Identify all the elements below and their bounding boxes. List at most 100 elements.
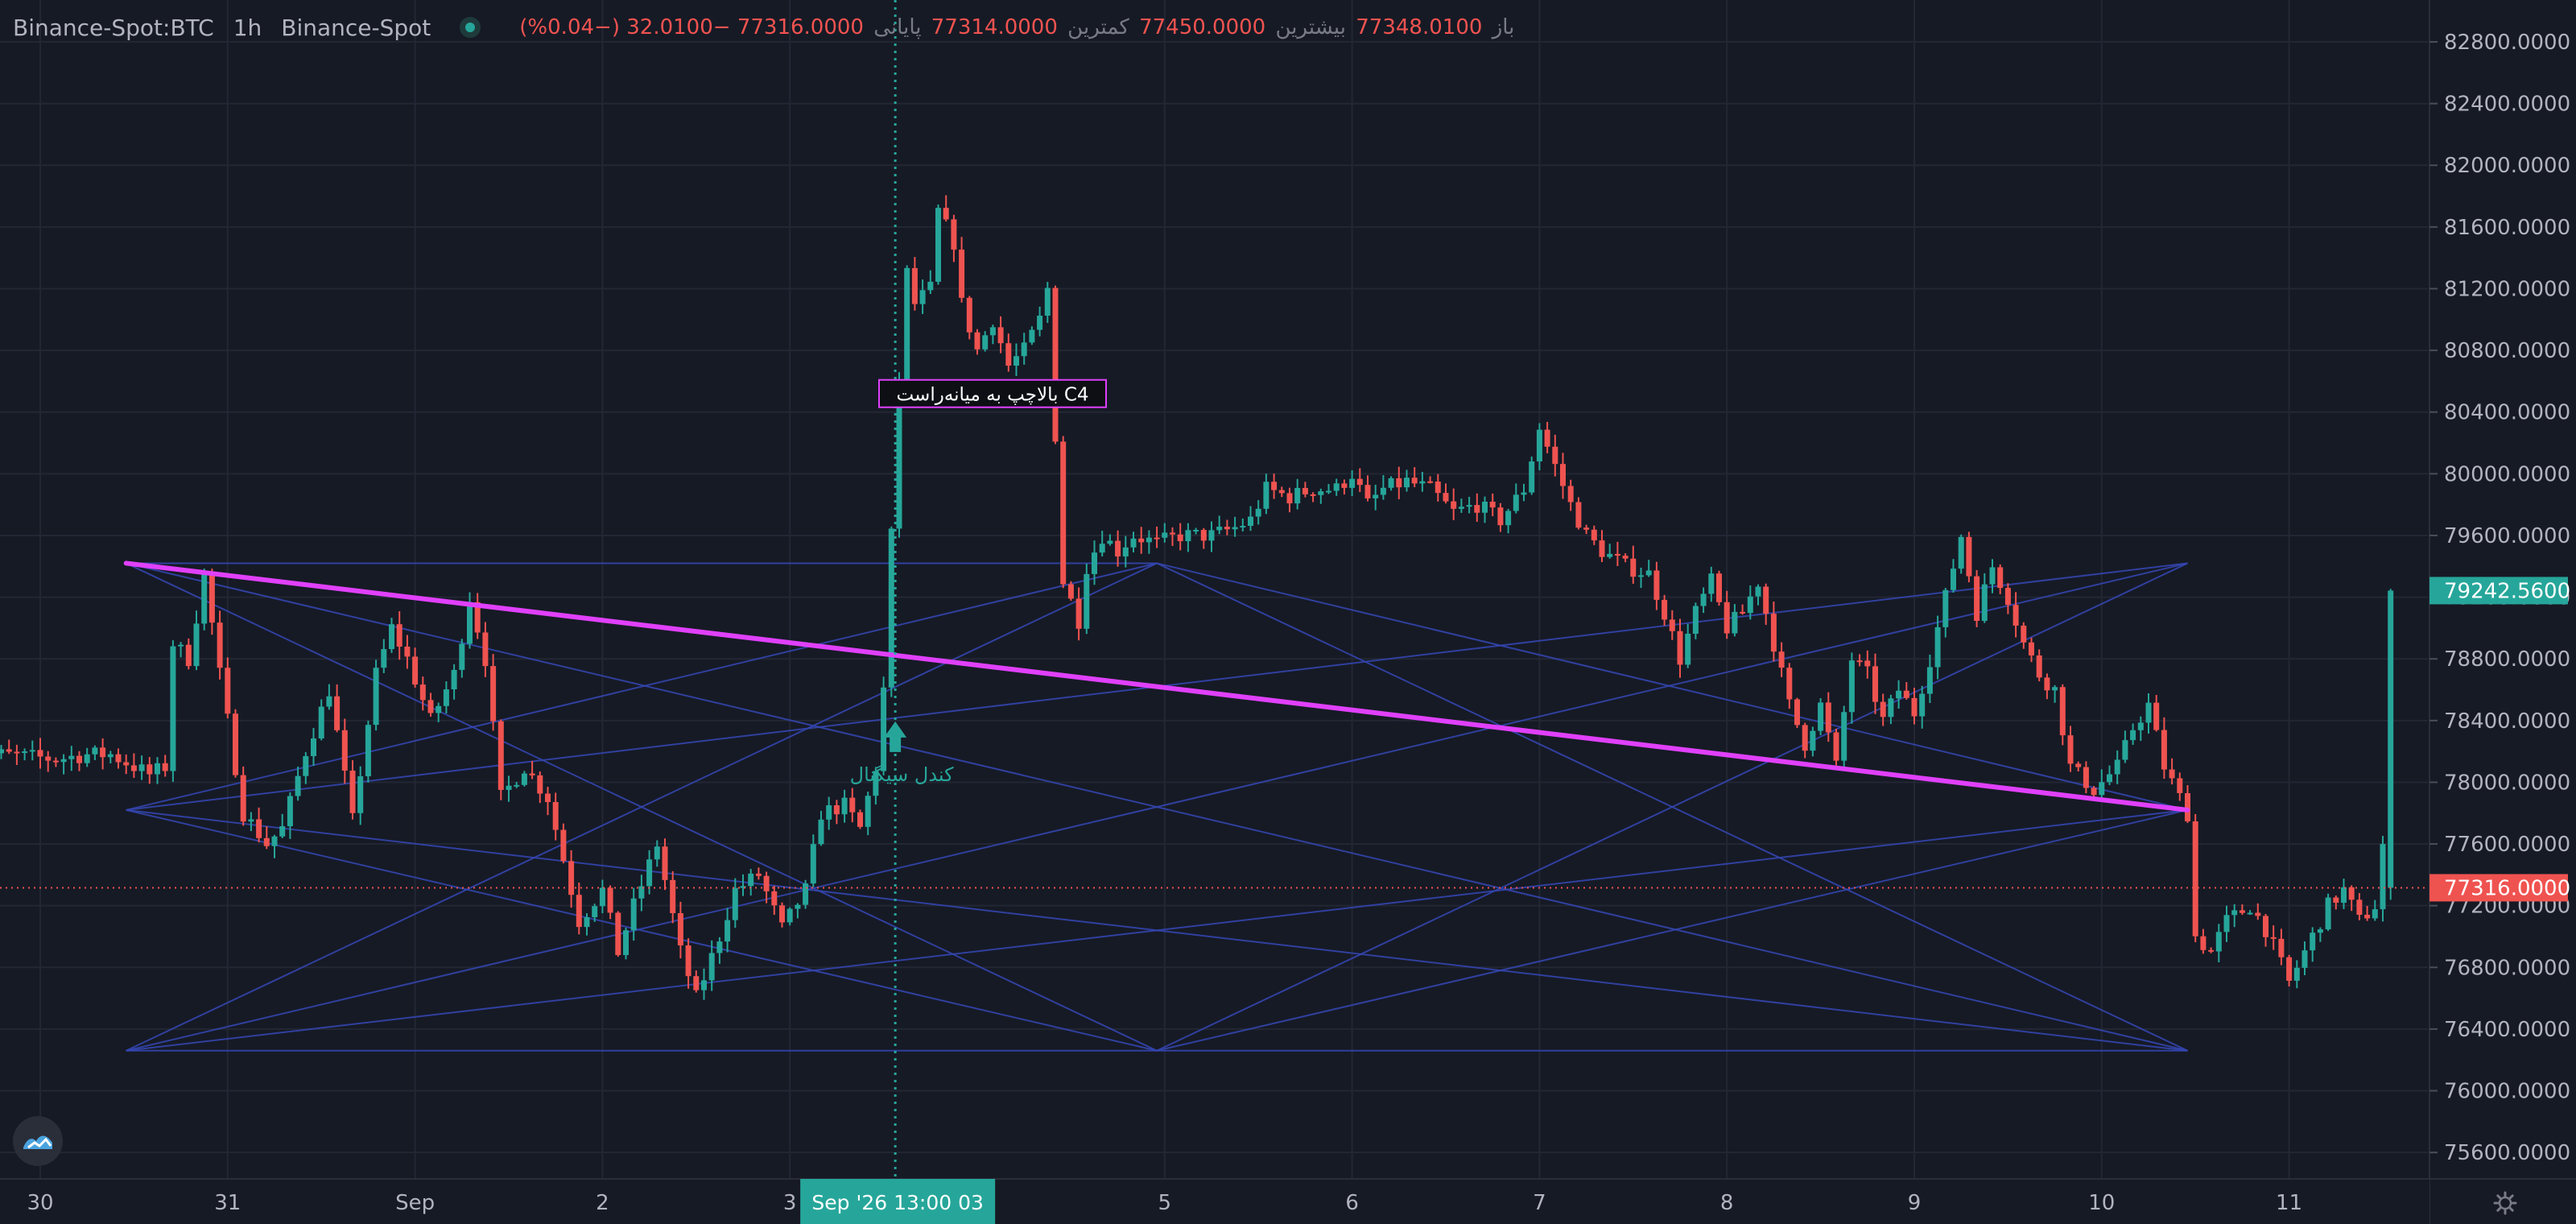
candle-body[interactable] <box>943 208 949 220</box>
candle-body[interactable] <box>0 749 4 754</box>
candle-body[interactable] <box>123 762 130 766</box>
candle-body[interactable] <box>1326 490 1331 493</box>
candle-body[interactable] <box>365 725 371 776</box>
candle-body[interactable] <box>474 602 481 633</box>
candle-body[interactable] <box>1818 702 1824 731</box>
candle-body[interactable] <box>1529 461 1535 493</box>
candle-body[interactable] <box>771 891 778 906</box>
candle-body[interactable] <box>1130 538 1137 548</box>
candle-body[interactable] <box>1630 558 1637 577</box>
candle-body[interactable] <box>1552 446 1558 465</box>
candle-body[interactable] <box>786 908 793 923</box>
candle-body[interactable] <box>436 705 442 713</box>
candle-body[interactable] <box>552 802 559 830</box>
candle-body[interactable] <box>2052 687 2058 691</box>
signal-arrow-icon[interactable] <box>884 721 907 752</box>
candle-body[interactable] <box>1662 599 1668 620</box>
candle-body[interactable] <box>1794 699 1800 726</box>
candle-body[interactable] <box>1060 441 1067 585</box>
candle-body[interactable] <box>951 219 957 250</box>
candle-body[interactable] <box>857 812 863 827</box>
candle-body[interactable] <box>779 905 785 923</box>
candle-body[interactable] <box>1052 287 1059 442</box>
candle-body[interactable] <box>833 804 840 815</box>
candle-body[interactable] <box>2075 763 2082 767</box>
candle-body[interactable] <box>1614 553 1620 556</box>
candle-body[interactable] <box>1669 619 1675 631</box>
candle-body[interactable] <box>677 912 683 946</box>
candle-body[interactable] <box>748 873 754 887</box>
candle-body[interactable] <box>1193 530 1199 532</box>
candle-body[interactable] <box>646 859 653 887</box>
candle-body[interactable] <box>2161 730 2167 770</box>
candle-body[interactable] <box>138 764 145 771</box>
candle-body[interactable] <box>147 764 153 775</box>
candle-body[interactable] <box>599 887 605 907</box>
candle-body[interactable] <box>514 784 520 787</box>
candle-body[interactable] <box>1154 537 1160 540</box>
candle-body[interactable] <box>1575 502 1582 528</box>
candle-body[interactable] <box>1583 527 1590 530</box>
candle-body[interactable] <box>373 668 379 726</box>
candle-body[interactable] <box>1278 490 1285 494</box>
candle-body[interactable] <box>443 689 449 706</box>
candle-body[interactable] <box>326 696 332 707</box>
candle-body[interactable] <box>716 941 723 953</box>
candle-body[interactable] <box>2356 899 2363 916</box>
candle-body[interactable] <box>1489 501 1496 508</box>
candle-body[interactable] <box>1466 505 1472 507</box>
candle-body[interactable] <box>482 632 489 667</box>
candle-body[interactable] <box>1786 668 1793 700</box>
candle-body[interactable] <box>2215 932 2222 952</box>
candle-body[interactable] <box>185 644 192 667</box>
candles[interactable] <box>0 195 2394 1000</box>
candle-body[interactable] <box>155 763 160 775</box>
candle-body[interactable] <box>1513 494 1519 511</box>
candle-body[interactable] <box>2099 782 2105 796</box>
candle-body[interactable] <box>1302 487 1308 494</box>
candle-body[interactable] <box>927 281 934 291</box>
candle-body[interactable] <box>1896 690 1902 699</box>
annotation-box[interactable] <box>878 378 1107 408</box>
candle-body[interactable] <box>1067 584 1074 599</box>
magenta-trendline[interactable] <box>123 560 2190 813</box>
candle-body[interactable] <box>1107 540 1113 544</box>
candle-body[interactable] <box>1942 589 1949 627</box>
candle-body[interactable] <box>1732 611 1738 634</box>
candle-body[interactable] <box>84 754 90 763</box>
candle-body[interactable] <box>1364 485 1371 498</box>
candle-body[interactable] <box>755 873 762 876</box>
candle-body[interactable] <box>701 980 707 990</box>
candle-body[interactable] <box>389 624 394 650</box>
candle-body[interactable] <box>271 836 278 846</box>
candle-body[interactable] <box>2364 915 2371 919</box>
candle-body[interactable] <box>1685 633 1691 665</box>
candle-body[interactable] <box>810 844 816 884</box>
candle-body[interactable] <box>357 775 364 813</box>
candle-body[interactable] <box>584 917 590 928</box>
candle-body[interactable] <box>506 785 512 790</box>
candle-body[interactable] <box>2059 687 2066 736</box>
candle-body[interactable] <box>341 730 348 771</box>
candle-body[interactable] <box>45 756 52 761</box>
candle-body[interactable] <box>2185 792 2190 821</box>
candle-body[interactable] <box>2380 844 2386 910</box>
candle-body[interactable] <box>1778 651 1785 668</box>
candle-body[interactable] <box>427 700 434 713</box>
candle-body[interactable] <box>1115 540 1121 557</box>
candle-body[interactable] <box>1841 712 1847 761</box>
candle-body[interactable] <box>497 721 504 790</box>
candle-body[interactable] <box>2153 702 2160 730</box>
candle-body[interactable] <box>1451 501 1457 509</box>
candle-body[interactable] <box>29 750 35 752</box>
candle-body[interactable] <box>1146 537 1152 543</box>
candle-body[interactable] <box>1084 573 1090 629</box>
candle-body[interactable] <box>22 751 28 754</box>
candle-body[interactable] <box>1185 530 1191 542</box>
candle-body[interactable] <box>115 754 122 763</box>
candle-body[interactable] <box>1333 483 1340 491</box>
candle-body[interactable] <box>2192 821 2198 937</box>
candle-body[interactable] <box>256 819 262 838</box>
candle-body[interactable] <box>2177 778 2183 793</box>
